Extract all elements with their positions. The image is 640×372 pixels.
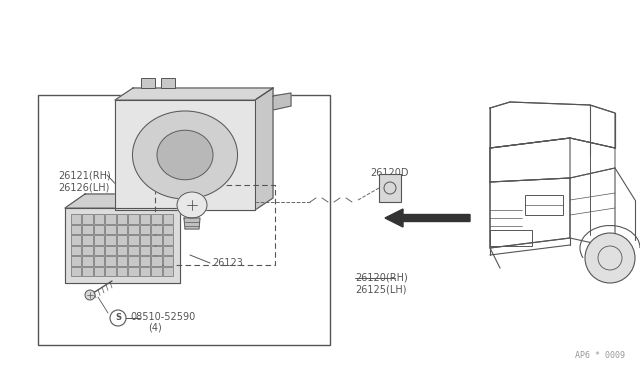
- Bar: [163, 246, 173, 255]
- Polygon shape: [115, 88, 273, 100]
- Bar: [128, 246, 139, 255]
- Bar: [128, 256, 139, 266]
- Bar: [525, 195, 563, 215]
- Bar: [116, 266, 127, 276]
- Circle shape: [585, 233, 635, 283]
- Bar: [94, 235, 104, 244]
- Bar: [83, 214, 93, 224]
- Bar: [106, 224, 116, 234]
- Text: 26123: 26123: [212, 258, 243, 268]
- Polygon shape: [184, 218, 200, 229]
- Bar: [71, 224, 81, 234]
- Bar: [151, 235, 161, 244]
- Bar: [141, 78, 155, 88]
- Bar: [128, 235, 139, 244]
- Bar: [83, 235, 93, 244]
- Bar: [163, 256, 173, 266]
- Bar: [116, 214, 127, 224]
- Bar: [38, 95, 330, 345]
- Polygon shape: [65, 194, 200, 208]
- Bar: [116, 256, 127, 266]
- Text: AP6 * 0009: AP6 * 0009: [575, 351, 625, 360]
- Polygon shape: [65, 208, 180, 283]
- Text: S: S: [115, 314, 121, 323]
- Bar: [94, 224, 104, 234]
- Text: 26120(RH): 26120(RH): [355, 272, 408, 282]
- Bar: [161, 78, 175, 88]
- Ellipse shape: [132, 111, 237, 199]
- Bar: [163, 235, 173, 244]
- Bar: [151, 246, 161, 255]
- Text: 08510-52590: 08510-52590: [130, 312, 195, 322]
- Bar: [140, 266, 150, 276]
- Polygon shape: [115, 100, 255, 210]
- Ellipse shape: [157, 130, 213, 180]
- Bar: [151, 214, 161, 224]
- Bar: [71, 235, 81, 244]
- Bar: [106, 246, 116, 255]
- Bar: [140, 256, 150, 266]
- Bar: [83, 224, 93, 234]
- Bar: [128, 214, 139, 224]
- Bar: [151, 266, 161, 276]
- Bar: [140, 246, 150, 255]
- Bar: [163, 266, 173, 276]
- Bar: [106, 214, 116, 224]
- Bar: [140, 214, 150, 224]
- Bar: [71, 246, 81, 255]
- Bar: [163, 214, 173, 224]
- Bar: [71, 266, 81, 276]
- Bar: [379, 174, 401, 202]
- Bar: [116, 235, 127, 244]
- Bar: [128, 266, 139, 276]
- Polygon shape: [273, 93, 291, 110]
- Text: 26126(LH): 26126(LH): [58, 182, 109, 192]
- Bar: [71, 214, 81, 224]
- Bar: [94, 214, 104, 224]
- Bar: [140, 235, 150, 244]
- Bar: [151, 256, 161, 266]
- Bar: [106, 235, 116, 244]
- Bar: [490, 230, 532, 246]
- Bar: [94, 246, 104, 255]
- Bar: [140, 224, 150, 234]
- Bar: [106, 266, 116, 276]
- Text: (4): (4): [148, 323, 162, 333]
- Bar: [116, 246, 127, 255]
- Bar: [94, 256, 104, 266]
- Bar: [83, 266, 93, 276]
- Text: 26121(RH): 26121(RH): [58, 170, 111, 180]
- Bar: [128, 224, 139, 234]
- Ellipse shape: [177, 192, 207, 218]
- Text: 26125(LH): 26125(LH): [355, 284, 406, 294]
- FancyArrow shape: [385, 209, 470, 227]
- Bar: [71, 256, 81, 266]
- Bar: [83, 256, 93, 266]
- Text: 26120B: 26120B: [156, 122, 194, 132]
- Bar: [163, 224, 173, 234]
- Bar: [106, 256, 116, 266]
- Circle shape: [85, 290, 95, 300]
- Text: 26120D: 26120D: [370, 168, 408, 178]
- Bar: [151, 224, 161, 234]
- Bar: [83, 246, 93, 255]
- Bar: [116, 224, 127, 234]
- Bar: [94, 266, 104, 276]
- Polygon shape: [255, 88, 273, 210]
